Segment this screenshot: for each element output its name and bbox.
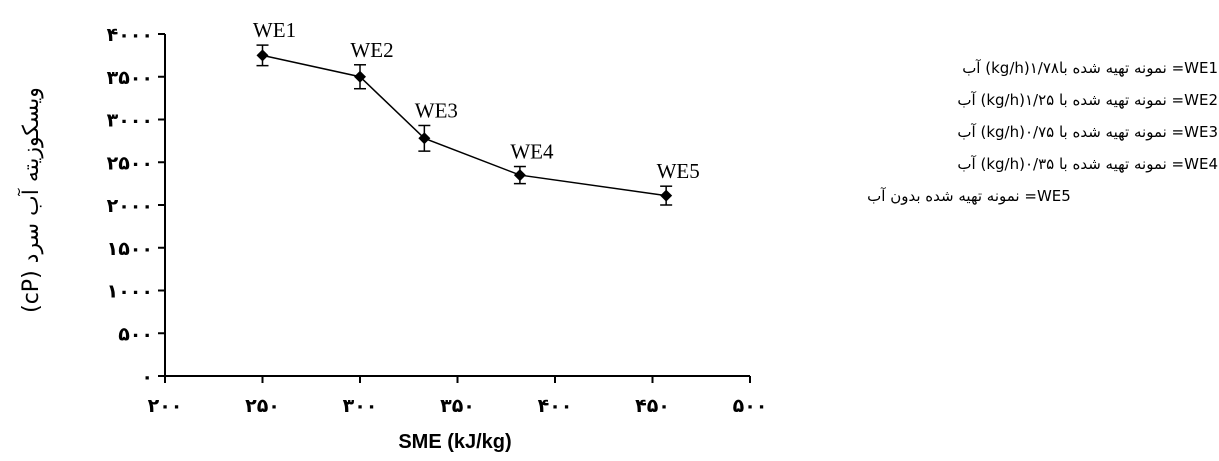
data-label: WE3	[415, 98, 458, 122]
x-tick-label: ۵۰۰	[733, 395, 768, 417]
data-label: WE1	[253, 18, 296, 42]
y-tick-label: ۳۰۰۰	[107, 110, 153, 132]
data-label: WE4	[510, 140, 554, 164]
data-point-we5	[660, 189, 673, 202]
legend-item-we3: WE3= نمونه تهیه شده با ۰/۷۵(kg/h) آب	[957, 123, 1218, 141]
y-tick-label: ۴۰۰۰	[107, 24, 153, 46]
y-tick-label: ۰	[141, 366, 153, 388]
data-point-we2	[354, 70, 366, 83]
x-tick-label: ۳۰۰	[343, 395, 378, 417]
x-tick-label: ۲۰۰	[148, 395, 183, 417]
legend: WE1= نمونه تهیه شده با۱/۷۸(kg/h) آب WE2=…	[780, 52, 1218, 212]
y-ticks: ۰ ۵۰۰ ۱۰۰۰ ۱۵۰۰ ۲۰۰۰ ۲۵۰۰ ۳۰۰۰ ۳۵۰۰ ۴۰۰۰	[107, 24, 165, 388]
y-tick-label: ۲۵۰۰	[107, 152, 153, 174]
y-tick-label: ۲۰۰۰	[107, 195, 153, 217]
x-tick-label: ۴۵۰	[635, 395, 670, 417]
y-tick-label: ۱۰۰۰	[107, 281, 153, 303]
chart: ۲۰۰ ۲۵۰ ۳۰۰ ۳۵۰ ۴۰۰ ۴۵۰ ۵۰۰ ۰ ۵۰۰ ۱۰۰۰ ۱۵۰۰ ۲۰۰۰ ۲۵…	[17, 18, 768, 453]
data-point-we4	[513, 169, 526, 182]
legend-item-we2: WE2= نمونه تهیه شده با ۱/۲۵(kg/h) آب	[957, 91, 1218, 109]
legend-item-we5: WE5= نمونه تهیه شده بدون آب	[867, 187, 1071, 205]
y-tick-label: ۵۰۰	[118, 323, 153, 345]
legend-item-we1: WE1= نمونه تهیه شده با۱/۷۸(kg/h) آب	[962, 59, 1218, 77]
x-tick-label: ۴۰۰	[538, 395, 573, 417]
legend-item-we4: WE4= نمونه تهیه شده با ۰/۳۵(kg/h) آب	[957, 155, 1218, 173]
series-line	[262, 54, 667, 197]
y-tick-label: ۳۵۰۰	[107, 67, 153, 89]
data-point-we3	[418, 132, 431, 145]
y-tick-label: ۱۵۰۰	[107, 238, 153, 260]
y-axis-title: ویسکوزیته آب سرد (cP)	[17, 87, 44, 313]
x-ticks: ۲۰۰ ۲۵۰ ۳۰۰ ۳۵۰ ۴۰۰ ۴۵۰ ۵۰۰	[148, 376, 768, 417]
x-tick-label: ۲۵۰	[245, 395, 280, 417]
series: WE1 WE2 WE3 WE4 WE5	[253, 18, 700, 206]
data-point-we1	[256, 49, 269, 62]
x-tick-label: ۳۵۰	[440, 395, 475, 417]
x-axis-title: SME (kJ/kg)	[398, 431, 511, 453]
data-label: WE2	[350, 38, 393, 62]
data-label: WE5	[657, 159, 700, 183]
